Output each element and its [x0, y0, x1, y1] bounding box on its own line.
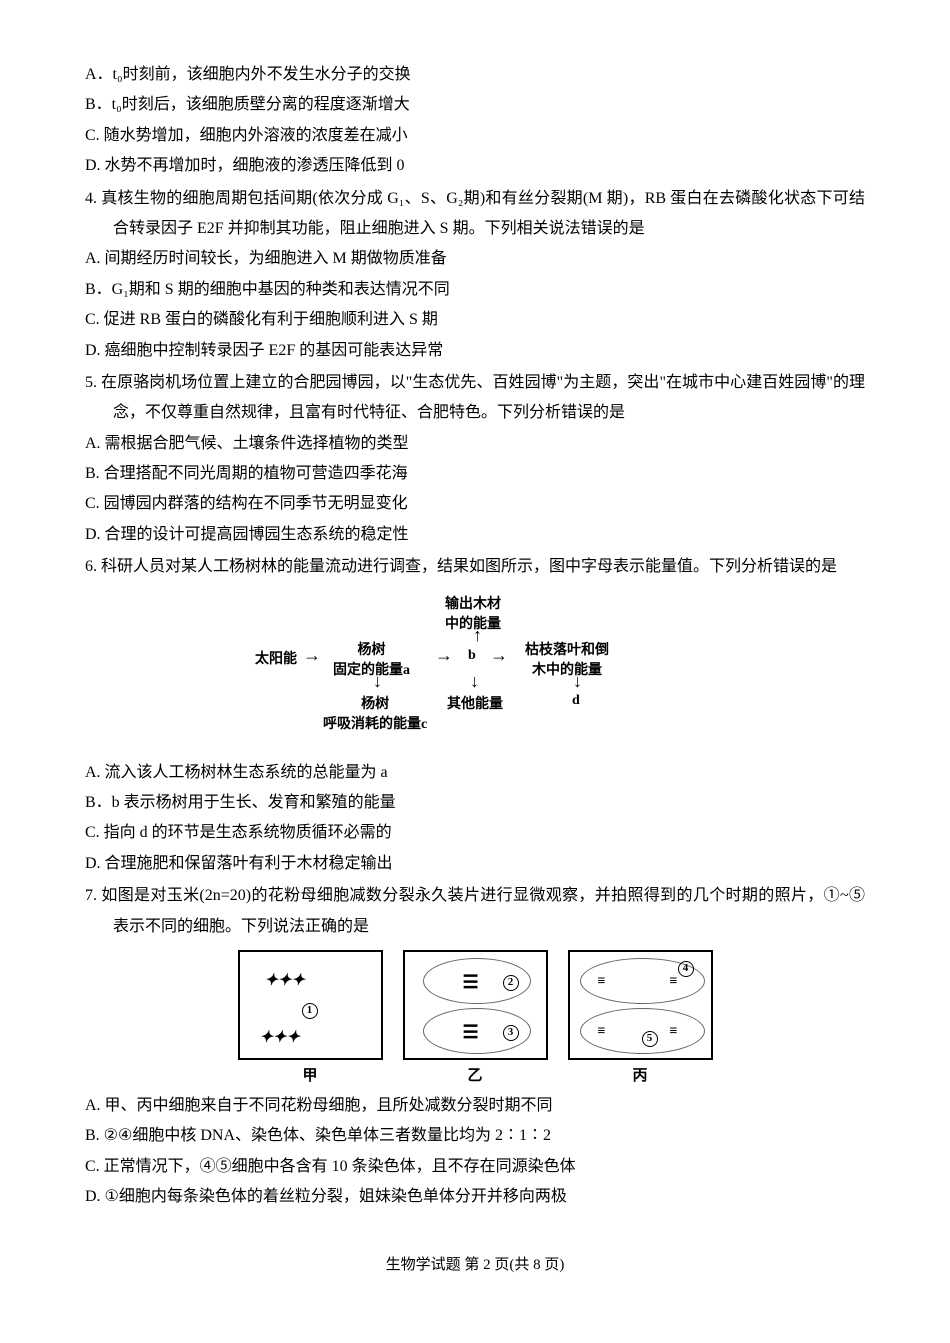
q6-option-a: A. 流入该人工杨树林生态系统的总能量为 a — [85, 758, 865, 788]
arrow-down-1: ↓ — [373, 671, 382, 692]
bing-glyph-5b: ≡ — [670, 1024, 678, 1040]
q4-option-b: B．G₁期和 S 期的细胞中基因的种类和表达情况不同 — [85, 275, 865, 305]
q7-cell-images: ✦✦✦ 1 ✦✦✦ ☰ 2 ☰ 3 ≡ ≡ 4 ≡ ≡ — [85, 950, 865, 1060]
q5-stem: 5. 在原骆岗机场位置上建立的合肥园博园，以"生态优先、百姓园博"为主题，突出"… — [85, 368, 865, 429]
bing-circle-5: 5 — [642, 1030, 658, 1047]
arrow-down-2: ↓ — [470, 671, 479, 692]
yi-circle-2: 2 — [503, 974, 519, 991]
bing-circle-4: 4 — [678, 960, 694, 977]
question-5: 5. 在原骆岗机场位置上建立的合肥园博园，以"生态优先、百姓园博"为主题，突出"… — [85, 368, 865, 550]
jia-scribble-2: ✦✦✦ — [260, 1027, 300, 1047]
diagram-fixed: 杨树 固定的能量a — [333, 639, 410, 679]
q5-option-a: A. 需根据合肥气候、土壤条件选择植物的类型 — [85, 429, 865, 459]
cell-image-jia: ✦✦✦ 1 ✦✦✦ — [238, 950, 383, 1060]
arrow-1: → — [303, 645, 321, 666]
q4-stem: 4. 真核生物的细胞周期包括间期(依次分成 G₁、S、G₂期)和有丝分裂期(M … — [85, 184, 865, 245]
bing-glyph-5a: ≡ — [598, 1024, 606, 1040]
q4-option-a: A. 间期经历时间较长，为细胞进入 M 期做物质准备 — [85, 244, 865, 274]
page-footer: 生物学试题 第 2 页(共 8 页) — [85, 1253, 865, 1274]
question-3-options: A．t₀时刻前，该细胞内外不发生水分子的交换 B．t₀时刻后，该细胞质壁分离的程… — [85, 60, 865, 182]
yi-circle-3: 3 — [503, 1024, 519, 1041]
arrow-2: → — [435, 645, 453, 666]
q7-option-c: C. 正常情况下，④⑤细胞中各含有 10 条染色体，且不存在同源染色体 — [85, 1152, 865, 1182]
image-yi-group: ☰ 2 ☰ 3 — [403, 950, 548, 1060]
q3-option-b: B．t₀时刻后，该细胞质壁分离的程度逐渐增大 — [85, 90, 865, 120]
bing-glyph-4a: ≡ — [598, 974, 606, 990]
jia-scribble-1: ✦✦✦ — [265, 970, 305, 990]
question-7: 7. 如图是对玉米(2n=20)的花粉母细胞减数分裂永久装片进行显微观察，并拍照… — [85, 881, 865, 1212]
q4-option-d: D. 癌细胞中控制转录因子 E2F 的基因可能表达异常 — [85, 336, 865, 366]
question-6: 6. 科研人员对某人工杨树林的能量流动进行调查，结果如图所示，图中字母表示能量值… — [85, 552, 865, 879]
q6-stem: 6. 科研人员对某人工杨树林的能量流动进行调查，结果如图所示，图中字母表示能量值… — [85, 552, 865, 582]
q5-option-d: D. 合理的设计可提高园博园生态系统的稳定性 — [85, 520, 865, 550]
node-fixed-text: 杨树 固定的能量a — [333, 643, 410, 678]
bing-glyph-4b: ≡ — [670, 974, 678, 990]
q6-option-c: C. 指向 d 的环节是生态系统物质循环必需的 — [85, 818, 865, 848]
diagram-d: d — [572, 693, 580, 709]
diagram-respire: 杨树 呼吸消耗的能量c — [323, 693, 427, 733]
image-jia-group: ✦✦✦ 1 ✦✦✦ — [238, 950, 383, 1060]
q7-cell-labels: 甲 乙 丙 — [85, 1064, 865, 1085]
yi-glyph-3: ☰ — [463, 1022, 479, 1043]
q7-stem: 7. 如图是对玉米(2n=20)的花粉母细胞减数分裂永久装片进行显微观察，并拍照… — [85, 881, 865, 942]
q3-option-c: C. 随水势增加，细胞内外溶液的浓度差在减小 — [85, 121, 865, 151]
arrow-3: → — [490, 645, 508, 666]
arrow-down-3: ↓ — [573, 671, 582, 692]
yi-glyph-2: ☰ — [463, 972, 479, 993]
diagram-litter: 枯枝落叶和倒 木中的能量 — [525, 639, 609, 679]
diagram-sun: 太阳能 — [255, 648, 297, 668]
q7-option-b: B. ②④细胞中核 DNA、染色体、染色单体三者数量比均为 2∶1∶2 — [85, 1121, 865, 1151]
jia-circle-1: 1 — [302, 1002, 318, 1019]
node-respire-text: 杨树 呼吸消耗的能量c — [323, 697, 427, 732]
q4-option-c: C. 促进 RB 蛋白的磷酸化有利于细胞顺利进入 S 期 — [85, 305, 865, 335]
q3-option-a: A．t₀时刻前，该细胞内外不发生水分子的交换 — [85, 60, 865, 90]
cell-image-yi: ☰ 2 ☰ 3 — [403, 950, 548, 1060]
arrow-up: ↑ — [473, 625, 482, 646]
node-litter-text: 枯枝落叶和倒 木中的能量 — [525, 643, 609, 678]
diagram-b: b — [468, 648, 476, 664]
q6-option-b: B．b 表示杨树用于生长、发育和繁殖的能量 — [85, 788, 865, 818]
q3-option-d: D. 水势不再增加时，细胞液的渗透压降低到 0 — [85, 151, 865, 181]
q5-option-c: C. 园博园内群落的结构在不同季节无明显变化 — [85, 489, 865, 519]
image-bing-group: ≡ ≡ 4 ≡ ≡ 5 — [568, 950, 713, 1060]
question-4: 4. 真核生物的细胞周期包括间期(依次分成 G₁、S、G₂期)和有丝分裂期(M … — [85, 184, 865, 366]
cell-image-bing: ≡ ≡ 4 ≡ ≡ 5 — [568, 950, 713, 1060]
label-jia: 甲 — [238, 1064, 383, 1085]
q5-option-b: B. 合理搭配不同光周期的植物可营造四季花海 — [85, 459, 865, 489]
q6-diagram: 输出木材 中的能量 ↑ 太阳能 → 杨树 固定的能量a → b → 枯枝落叶和倒… — [85, 593, 865, 748]
q6-option-d: D. 合理施肥和保留落叶有利于木材稳定输出 — [85, 849, 865, 879]
label-yi: 乙 — [403, 1064, 548, 1085]
q7-option-d: D. ①细胞内每条染色体的着丝粒分裂，姐妹染色单体分开并移向两极 — [85, 1182, 865, 1212]
diagram-other: 其他能量 — [447, 693, 503, 713]
label-bing: 丙 — [568, 1064, 713, 1085]
q7-option-a: A. 甲、丙中细胞来自于不同花粉母细胞，且所处减数分裂时期不同 — [85, 1091, 865, 1121]
